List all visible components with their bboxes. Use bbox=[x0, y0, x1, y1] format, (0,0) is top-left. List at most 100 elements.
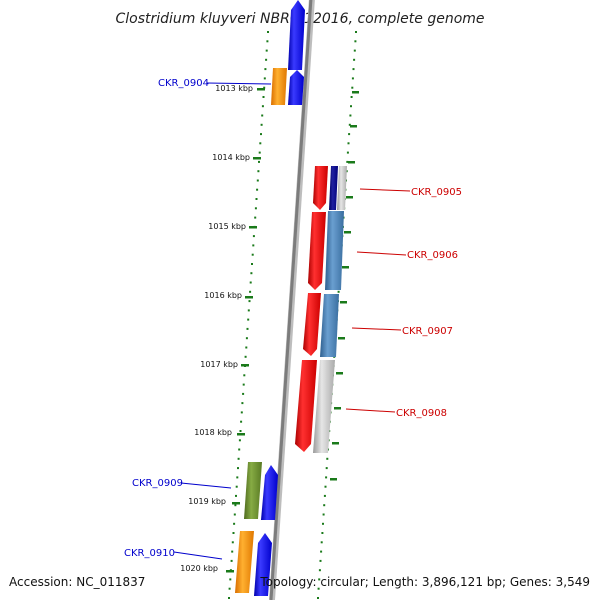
boundary-dot bbox=[259, 142, 262, 145]
boundary-dot bbox=[348, 133, 351, 136]
boundary-dot bbox=[260, 123, 263, 126]
gene-label-CKR_0908[interactable]: CKR_0908 bbox=[396, 408, 447, 419]
boundary-dot bbox=[261, 105, 264, 108]
gene-label-CKR_0904[interactable]: CKR_0904 bbox=[158, 78, 209, 89]
gene-arrow-CKR_0905-red[interactable] bbox=[313, 166, 328, 210]
boundary-dot bbox=[229, 578, 232, 581]
boundary-dot bbox=[321, 532, 324, 534]
gene-arrow-CKR_0904-blue[interactable] bbox=[288, 70, 304, 105]
boundary-dot bbox=[317, 587, 320, 590]
gene-block-CKR_0906-steel[interactable] bbox=[325, 211, 344, 290]
tick-label: 1017 kbp bbox=[200, 360, 238, 369]
boundary-dot bbox=[230, 559, 233, 562]
tick-mark bbox=[350, 125, 357, 128]
boundary-dot bbox=[256, 188, 259, 191]
tick-label: 1016 kbp bbox=[204, 291, 242, 300]
gene-label-CKR_0906[interactable]: CKR_0906 bbox=[407, 250, 458, 261]
boundary-dot bbox=[238, 448, 241, 451]
tick-mark bbox=[334, 407, 341, 410]
boundary-dot bbox=[251, 253, 254, 256]
tick-mark bbox=[226, 570, 234, 573]
boundary-dot bbox=[324, 485, 327, 488]
boundary-dot bbox=[351, 77, 354, 80]
boundary-dot bbox=[258, 151, 261, 154]
boundary-dot bbox=[353, 49, 356, 52]
tick-mark bbox=[346, 196, 353, 199]
gene-block-CKR_0907-steel[interactable] bbox=[320, 294, 339, 357]
boundary-dot bbox=[318, 578, 321, 581]
tick-label: 1013 kbp bbox=[215, 84, 253, 93]
tick-mark bbox=[332, 442, 339, 445]
boundary-dot bbox=[249, 290, 252, 293]
gene-label-CKR_0909[interactable]: CKR_0909 bbox=[132, 478, 183, 489]
boundary-dot bbox=[242, 383, 245, 386]
boundary-dot bbox=[264, 68, 267, 71]
gene-label-CKR_0907[interactable]: CKR_0907 bbox=[402, 326, 453, 337]
boundary-dot bbox=[352, 68, 355, 71]
gene-block-CKR_0909-olive[interactable] bbox=[244, 462, 262, 519]
boundary-dot bbox=[261, 114, 264, 117]
genome-summary-text: Topology: circular; Length: 3,896,121 bp… bbox=[259, 575, 590, 589]
gene-block-CKR_0905-navy[interactable] bbox=[329, 166, 338, 210]
boundary-dot bbox=[257, 170, 260, 173]
genome-axis bbox=[269, 0, 315, 600]
gene-arrow-CKR_0906-red[interactable] bbox=[308, 212, 326, 290]
boundary-dot bbox=[263, 77, 266, 80]
boundary-dot bbox=[350, 105, 352, 108]
boundary-dot bbox=[236, 476, 239, 479]
boundary-dot bbox=[317, 597, 319, 599]
boundary-dot bbox=[355, 31, 357, 33]
gene-arrow-CKR_0909-blue[interactable] bbox=[261, 465, 278, 520]
boundary-dot bbox=[235, 494, 237, 497]
gene-arrow-CKR_0908-red[interactable] bbox=[295, 360, 317, 452]
boundary-dot bbox=[265, 58, 268, 61]
boundary-dot bbox=[354, 40, 357, 43]
boundary-dot bbox=[240, 420, 243, 423]
gene-label-CKR_0910[interactable]: CKR_0910 bbox=[124, 548, 175, 559]
gene-block-CKR_0904-orange[interactable] bbox=[271, 68, 287, 105]
boundary-dot bbox=[323, 504, 326, 507]
boundary-dot bbox=[348, 123, 351, 126]
tick-mark bbox=[340, 301, 347, 304]
kbp-ticks bbox=[226, 88, 265, 573]
boundary-dot bbox=[351, 86, 354, 89]
tick-mark bbox=[237, 433, 245, 436]
gene-labels: CKR_0904 CKR_0905 CKR_0906 CKR_0907 CKR_… bbox=[124, 78, 462, 559]
tick-label: 1019 kbp bbox=[188, 497, 226, 506]
boundary-dot bbox=[241, 402, 244, 405]
gene-block-CKR_0905-grey[interactable] bbox=[337, 166, 347, 210]
tick-label: 1020 kbp bbox=[180, 564, 218, 573]
boundary-dot bbox=[337, 290, 340, 293]
boundary-dot bbox=[247, 309, 250, 312]
tick-mark bbox=[330, 478, 337, 481]
tick-mark bbox=[241, 364, 249, 367]
boundary-dot bbox=[256, 179, 259, 182]
kbp-tick-labels: 1013 kbp 1014 kbp 1015 kbp 1016 kbp 1017… bbox=[180, 84, 253, 573]
gene-block-CKR_0910-orange[interactable] bbox=[235, 531, 254, 593]
gene-label-CKR_0905[interactable]: CKR_0905 bbox=[411, 187, 462, 198]
boundary-dot bbox=[243, 374, 246, 377]
gene-arrow-top-blue[interactable] bbox=[288, 0, 305, 70]
tick-mark bbox=[338, 337, 345, 340]
boundary-dot bbox=[237, 467, 239, 470]
boundary-dot bbox=[254, 207, 257, 210]
label-leader-lines bbox=[173, 82, 411, 560]
tick-mark bbox=[253, 157, 261, 160]
gene-arrow-CKR_0907-red[interactable] bbox=[303, 293, 321, 356]
boundary-dot bbox=[349, 114, 352, 117]
boundary-dot bbox=[240, 411, 243, 414]
boundary-dot bbox=[238, 439, 241, 442]
tick-mark bbox=[348, 161, 355, 164]
boundary-dot bbox=[231, 550, 234, 553]
boundary-dot bbox=[245, 337, 248, 340]
boundary-dot bbox=[260, 133, 262, 136]
boundary-dot bbox=[350, 96, 353, 98]
tick-mark bbox=[336, 372, 343, 375]
gene-block-CKR_0908-grey[interactable] bbox=[313, 360, 335, 453]
boundary-dot bbox=[346, 151, 349, 154]
boundary-dot bbox=[263, 86, 266, 89]
boundary-dot bbox=[252, 244, 255, 247]
boundary-dot bbox=[250, 272, 253, 275]
boundary-dot bbox=[322, 522, 324, 525]
gene-arrow-CKR_0910-blue[interactable] bbox=[254, 533, 272, 596]
